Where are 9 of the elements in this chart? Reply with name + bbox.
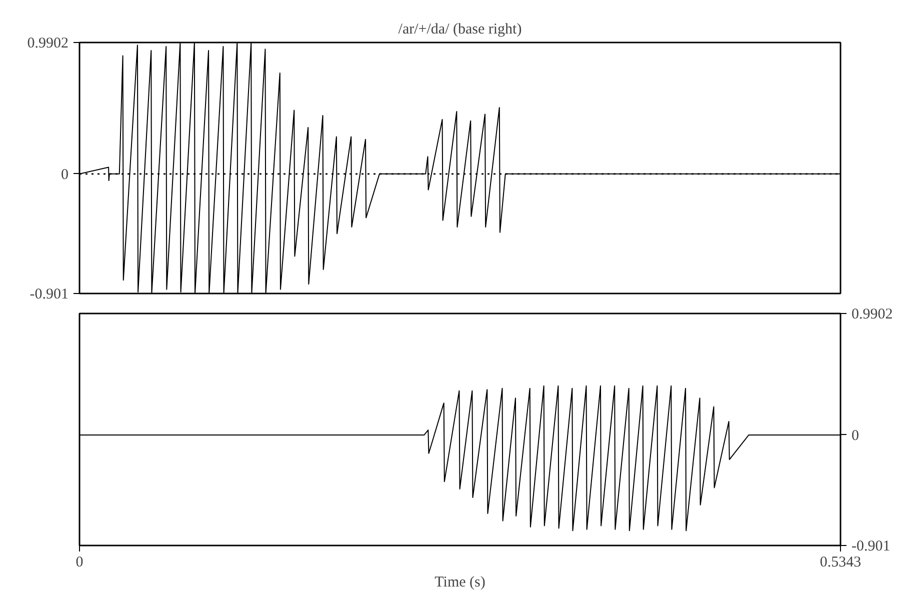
y2-tick-label: 0 xyxy=(852,428,859,444)
x-axis-title: Time (s) xyxy=(434,574,486,590)
y2-tick-label: 0.9902 xyxy=(852,306,893,322)
x-tick-label: 0.5343 xyxy=(820,554,862,570)
y2-tick-label: -0.901 xyxy=(852,538,890,554)
y-tick-label: 0 xyxy=(61,166,68,183)
y-tick-label: 0.9902 xyxy=(27,36,68,52)
y-tick-label: -0.901 xyxy=(30,286,69,302)
chart-title: /ar/+/da/ (base right) xyxy=(398,22,522,38)
